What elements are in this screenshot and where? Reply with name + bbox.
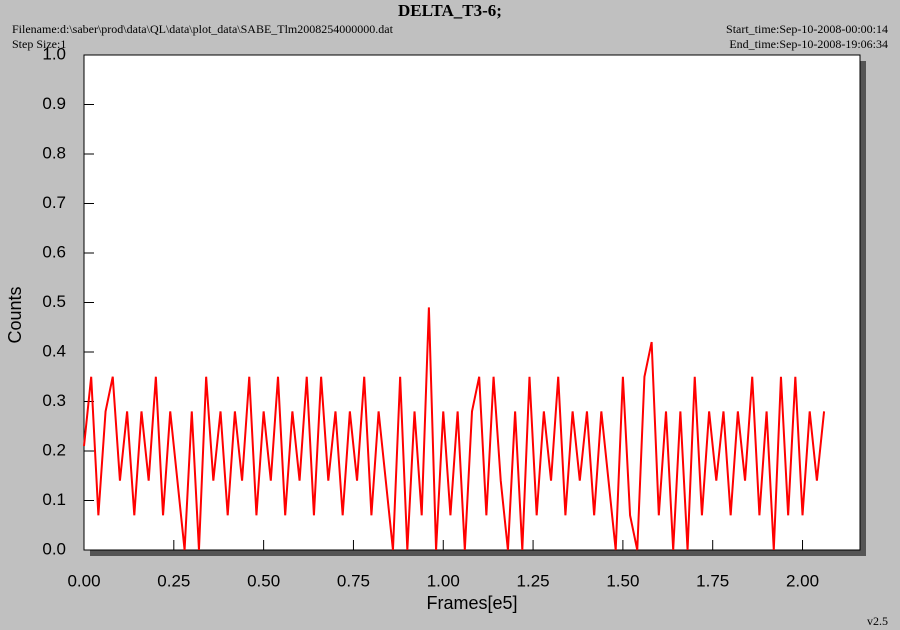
y-tick-label: 0.4 (42, 341, 66, 360)
x-tick-label: 1.50 (606, 571, 639, 590)
data-line (83, 307, 826, 551)
y-tick-label: 0.5 (42, 292, 66, 311)
y-axis-title: Counts (5, 286, 25, 343)
y-tick-label: 0.3 (42, 391, 66, 410)
y-tick-label: 0.0 (42, 539, 66, 558)
y-tick-label: 0.2 (42, 440, 66, 459)
y-tick-label: 1.0 (42, 44, 66, 63)
step-size: Step Size:1 (12, 37, 66, 51)
x-tick-label: 0.75 (337, 571, 370, 590)
x-tick-label: 1.75 (696, 571, 729, 590)
x-tick-label: 0.50 (247, 571, 280, 590)
end-time: End_time:Sep-10-2008-19:06:34 (729, 37, 888, 51)
x-tick-label: 2.00 (786, 571, 819, 590)
y-tick-label: 0.8 (42, 143, 66, 162)
filename: Filename:d:\saber\prod\data\QL\data\plot… (12, 22, 394, 36)
x-tick-label: 1.00 (427, 571, 460, 590)
chart-title: DELTA_T3-6; (398, 1, 502, 20)
y-tick-label: 0.9 (42, 94, 66, 113)
start-time: Start_time:Sep-10-2008-00:00:14 (726, 22, 888, 36)
version: v2.5 (867, 614, 888, 628)
x-tick-label: 0.25 (157, 571, 190, 590)
y-tick-label: 0.6 (42, 242, 66, 261)
x-tick-label: 1.25 (517, 571, 550, 590)
y-tick-label: 0.1 (42, 490, 66, 509)
x-tick-label: 0.00 (67, 571, 100, 590)
y-tick-label: 0.7 (42, 193, 66, 212)
x-axis-title: Frames[e5] (426, 593, 517, 613)
